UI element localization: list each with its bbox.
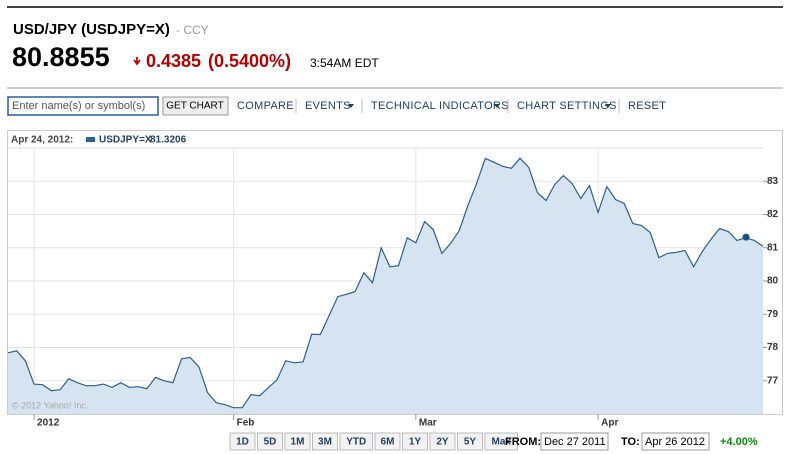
range-label: 1D (236, 437, 249, 448)
down-arrow (133, 57, 141, 66)
get-chart-button[interactable] (162, 96, 229, 116)
get-chart-label: GET CHART (166, 101, 223, 112)
to-input[interactable] (641, 432, 710, 451)
x-tick-label: 2012 (37, 418, 60, 429)
range-label: Max (492, 437, 512, 448)
range-label: 1Y (409, 437, 422, 448)
x-tick-label: Apr (601, 418, 618, 429)
dropdown-arrow (605, 104, 611, 108)
range-label: 3M (318, 437, 332, 448)
range-button[interactable] (429, 432, 456, 451)
y-tick-label: 80 (767, 276, 779, 287)
events[interactable]: EVENTS (305, 100, 351, 112)
chart-settings[interactable]: CHART SETTINGS (517, 100, 617, 112)
range-label: 5D (264, 437, 277, 448)
area-fill (8, 158, 763, 414)
range-button[interactable] (229, 432, 256, 451)
y-tick-label: 79 (767, 309, 779, 320)
range-label: 1M (291, 437, 305, 448)
y-tick-label: 78 (767, 342, 779, 353)
from-input[interactable] (540, 432, 609, 451)
dropdown-arrow (348, 104, 354, 108)
hover-date: Apr 24, 2012: (11, 135, 73, 146)
legend-name: USDJPY=X (99, 135, 152, 146)
range-bar: 1D 5D 1M 3M YTD 6M 1Y 2Y 5Y Max (229, 432, 518, 451)
quote-subtitle: - CCY (176, 23, 209, 37)
hover-dot (742, 233, 750, 241)
to-label: TO: (621, 436, 640, 448)
x-tick-label: Mar (419, 418, 437, 429)
plot: 77 78 79 80 81 82 83 2012 Feb Mar Apr (7, 148, 779, 429)
y-tick-label: 83 (767, 176, 779, 187)
y-tick-label: 81 (767, 242, 779, 253)
technical-indicators[interactable]: TECHNICAL INDICATORS (371, 100, 509, 112)
watermark: © 2012 Yahoo! Inc. (12, 400, 88, 410)
range-button[interactable] (484, 432, 518, 451)
from-value: Dec 27 2011 (544, 436, 606, 448)
range-button[interactable] (284, 432, 311, 451)
range-label: 2Y (436, 437, 449, 448)
price: 80.8855 (12, 42, 110, 72)
range-label: 6M (381, 437, 395, 448)
range-button[interactable] (312, 432, 338, 451)
x-tick-label: Feb (237, 418, 255, 429)
search-box[interactable] (7, 96, 159, 116)
change-percent: (0.5400%) (208, 51, 291, 71)
change: 0.4385 (146, 51, 201, 71)
quote-title: USD/JPY (USDJPY=X) (13, 21, 170, 38)
range-button[interactable] (402, 432, 428, 451)
y-tick-label: 77 (767, 375, 779, 386)
period-change: +4.00% (720, 436, 758, 448)
legend-value: 81.3206 (150, 135, 187, 146)
price-line (7, 157, 764, 409)
quote-time: 3:54AM EDT (310, 56, 379, 70)
y-tick-label: 82 (767, 209, 779, 220)
search-placeholder: Enter name(s) or symbol(s) (12, 100, 145, 112)
range-button[interactable] (339, 432, 373, 451)
range-label: YTD (346, 437, 366, 448)
range-label: 5Y (464, 437, 477, 448)
from-label: FROM: (505, 436, 541, 448)
range-button[interactable] (257, 432, 283, 451)
range-button[interactable] (374, 432, 401, 451)
range-button[interactable] (457, 432, 483, 451)
to-value: Apr 26 2012 (645, 436, 705, 448)
legend-swatch (86, 137, 95, 142)
dropdown-arrow (494, 104, 500, 108)
reset[interactable]: RESET (628, 100, 666, 112)
compare[interactable]: COMPARE (237, 100, 294, 112)
